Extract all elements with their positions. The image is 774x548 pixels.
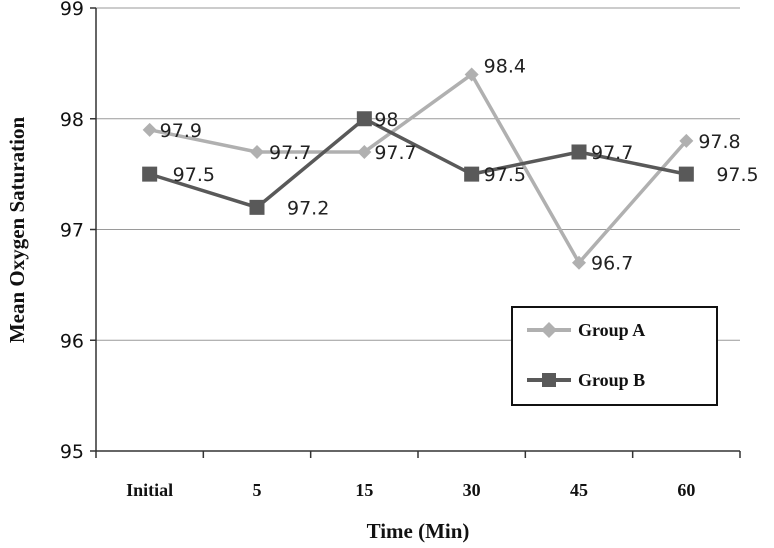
data-label-group-b-45: 97.7	[591, 142, 633, 164]
y-tick-label-95: 95	[60, 441, 84, 463]
axes	[90, 7, 741, 458]
legend-label-group-a: Group A	[578, 320, 645, 340]
series-group	[142, 67, 694, 270]
y-tick-label-98: 98	[60, 109, 84, 131]
point-group-a-45	[572, 255, 586, 270]
series-line-group-a	[149, 72, 688, 265]
legend-marker-group-a	[541, 322, 557, 338]
x-tick-labels: Initial 5 15 30 45 60	[126, 480, 695, 500]
data-labels: 97.9 97.7 97.7 98.4 96.7 97.8 97.5 97.2 98 97.5 97…	[160, 55, 759, 274]
point-group-a-60	[679, 133, 694, 148]
data-label-group-a-60: 97.8	[698, 131, 740, 153]
x-tick-label-45: 45	[570, 480, 588, 500]
x-tick-label-30: 30	[463, 480, 481, 500]
x-tick-label-5: 5	[253, 480, 262, 500]
x-tick-label-Initial: Initial	[126, 480, 173, 500]
y-tick-label-97: 97	[60, 220, 84, 242]
data-label-group-b-Initial: 97.5	[173, 164, 215, 186]
y-tick-label-96: 96	[60, 330, 84, 352]
data-label-group-b-30: 97.5	[484, 164, 526, 186]
point-group-b-15	[356, 111, 372, 127]
data-label-group-a-Initial: 97.9	[160, 120, 202, 142]
point-group-a-5	[250, 144, 264, 159]
data-label-group-b-60: 97.5	[716, 164, 758, 186]
y-tick-label-99: 99	[60, 0, 84, 20]
point-group-b-60	[678, 166, 694, 182]
series-line-group-b	[149, 117, 687, 210]
point-group-b-Initial	[142, 166, 158, 182]
x-axis-title: Time (Min)	[367, 519, 470, 543]
point-group-b-45	[571, 144, 587, 160]
data-label-group-a-15: 97.7	[374, 142, 416, 164]
legend: Group A Group B	[511, 306, 718, 406]
legend-label-group-b: Group B	[578, 370, 645, 390]
y-tick-labels: 95 96 97 98 99	[60, 0, 84, 463]
legend-box	[511, 306, 718, 406]
x-tick-label-60: 60	[677, 480, 695, 500]
data-label-group-a-5: 97.7	[269, 142, 311, 164]
point-group-a-15	[357, 144, 372, 159]
point-group-b-5	[249, 199, 265, 215]
data-label-group-b-5: 97.2	[287, 197, 329, 219]
point-group-a-30	[464, 67, 479, 82]
data-label-group-b-15: 98	[374, 109, 398, 131]
point-group-a-Initial	[142, 122, 157, 137]
data-label-group-a-45: 96.7	[591, 253, 633, 275]
x-tick-label-15: 15	[355, 480, 373, 500]
legend-marker-group-b	[542, 373, 556, 387]
data-label-group-a-30: 98.4	[484, 55, 526, 77]
y-axis-title: Mean Oxygen Saturation	[5, 117, 29, 344]
point-group-b-30	[464, 166, 480, 182]
